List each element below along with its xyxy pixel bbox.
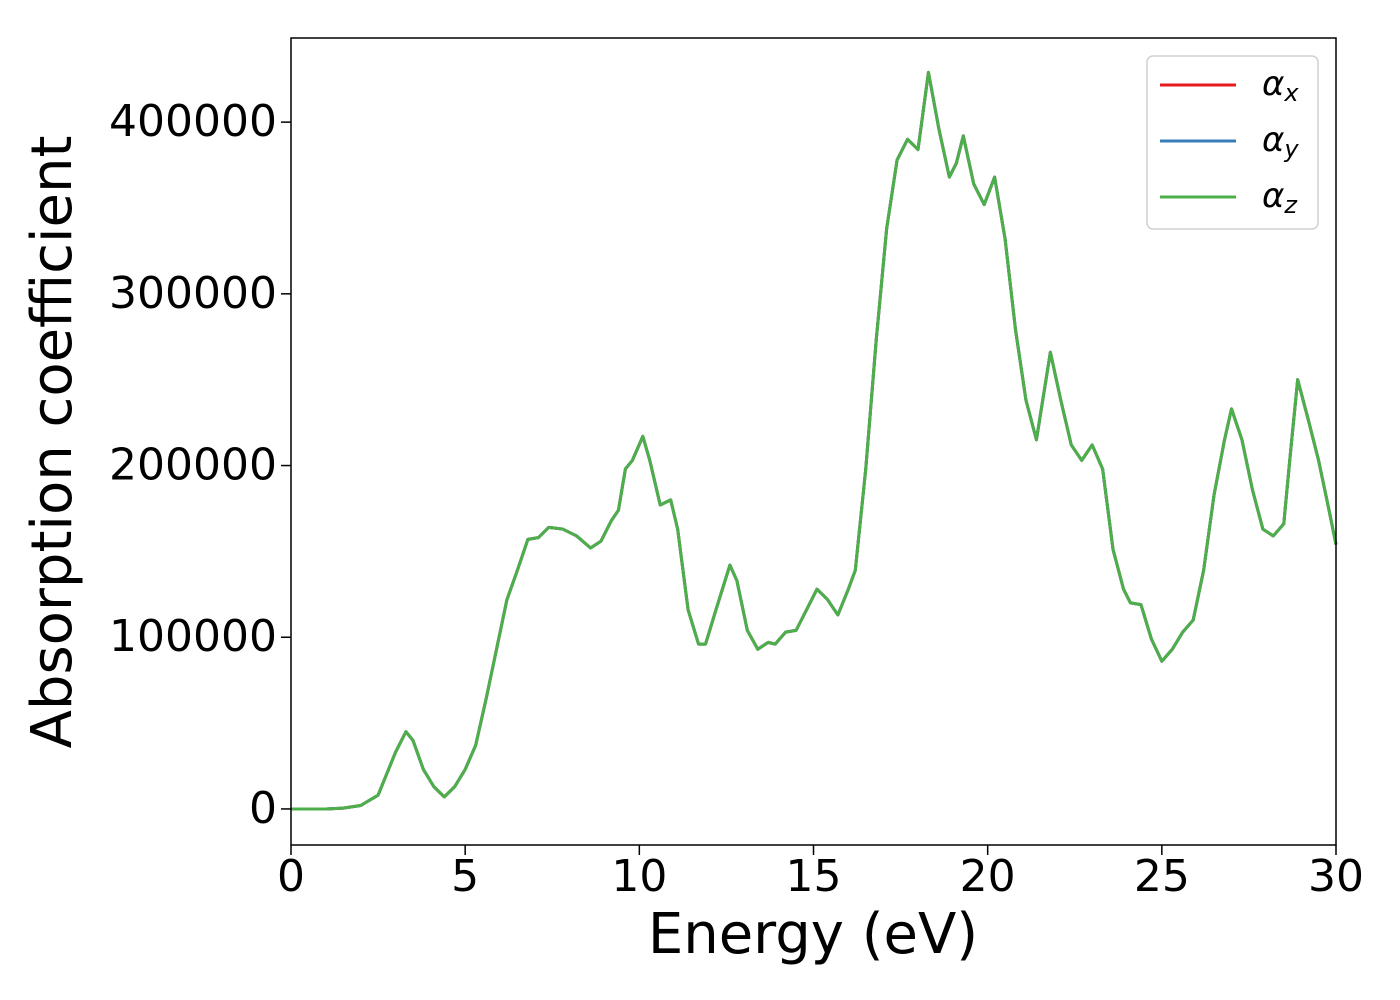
data-line [291,70,1338,811]
x-tick-label: 5 [451,851,479,902]
legend-label: αy [1262,120,1299,164]
y-tick-label: 200000 [109,440,277,491]
y-tick-label: 400000 [109,96,277,147]
x-axis-label: Energy (eV) [648,902,978,967]
x-tick-label: 15 [786,851,842,902]
x-tick-label: 30 [1308,851,1364,902]
y-tick-label: 100000 [109,611,277,662]
x-tick-label: 10 [611,851,667,902]
legend-symbol: α [1262,120,1284,160]
legend-symbol: α [1262,64,1284,104]
y-axis-label: Absorption coefficient [20,136,85,749]
legend-subscript: x [1283,79,1299,107]
x-tick-label: 25 [1134,851,1190,902]
legend-symbol: α [1262,176,1284,216]
legend-subscript: z [1283,191,1298,219]
y-tick-label: 300000 [109,268,277,319]
legend-label: αz [1262,176,1298,220]
legend-label: αx [1262,64,1299,108]
x-tick-label: 20 [960,851,1016,902]
plot-frame [290,37,1337,846]
x-tick-label: 0 [277,851,305,902]
y-tick-label: 0 [249,783,277,834]
legend-subscript: y [1283,135,1299,163]
